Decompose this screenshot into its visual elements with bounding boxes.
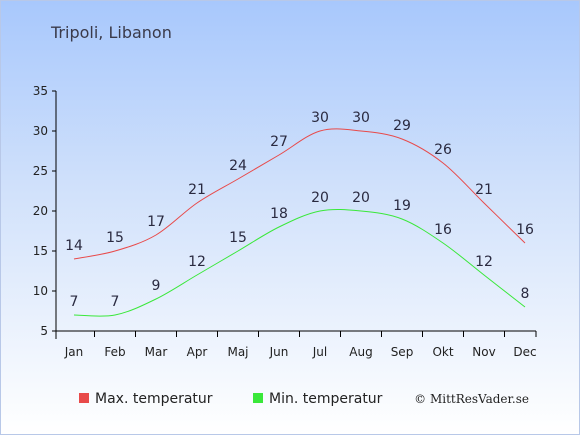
legend-swatch-max [79, 393, 89, 403]
x-tick-label: Nov [472, 345, 495, 359]
x-tick-label: Okt [432, 345, 453, 359]
chart-title: Tripoli, Libanon [50, 23, 172, 42]
data-label-max: 17 [147, 214, 165, 230]
y-tick-label: 10 [33, 284, 48, 298]
data-label-max: 21 [475, 182, 493, 198]
data-label-max: 16 [516, 222, 534, 238]
data-label-max: 15 [106, 230, 124, 246]
data-label-max: 30 [311, 110, 329, 126]
data-label-min: 7 [70, 294, 79, 310]
y-tick-label: 30 [33, 124, 48, 138]
x-tick-label: Aug [349, 345, 372, 359]
data-label-min: 7 [111, 294, 120, 310]
x-tick-label: Mar [145, 345, 168, 359]
legend-label-max: Max. temperatur [95, 391, 213, 407]
data-label-max: 21 [188, 182, 206, 198]
x-tick-label: Feb [104, 345, 125, 359]
data-label-max: 24 [229, 158, 247, 174]
data-label-max: 30 [352, 110, 370, 126]
chart-data-labels: 14 15 17 21 24 27 30 30 29 26 21 16 7 7 9 12 15 18 20 20 19 1… [65, 110, 534, 310]
y-tick-label: 15 [33, 244, 48, 258]
x-tick-label: Jan [64, 345, 84, 359]
y-tick-label: 35 [33, 84, 48, 98]
data-label-min: 20 [311, 190, 329, 206]
x-tick-label: Maj [227, 345, 248, 359]
data-label-min: 9 [152, 278, 161, 294]
x-tick-label: Jun [269, 345, 289, 359]
data-label-min: 12 [475, 254, 493, 270]
data-label-min: 18 [270, 206, 288, 222]
legend-swatch-min [253, 393, 263, 403]
data-label-max: 27 [270, 134, 288, 150]
series-line-min [73, 208, 526, 317]
y-tick-label: 25 [33, 164, 48, 178]
data-label-min: 16 [434, 222, 452, 238]
data-label-max: 26 [434, 142, 452, 158]
chart-axes: 5 10 15 20 25 30 35 Jan Feb Mar Apr Maj Jun Jul Aug Sep… [33, 84, 537, 359]
x-tick-label: Jul [312, 345, 327, 359]
chart-legend: Max. temperatur Min. temperatur [79, 391, 383, 407]
credit-text: © MittResVader.se [414, 392, 529, 406]
data-label-min: 8 [521, 286, 530, 302]
data-label-min: 19 [393, 198, 411, 214]
chart-series [73, 128, 526, 317]
legend-label-min: Min. temperatur [269, 391, 383, 407]
data-label-min: 12 [188, 254, 206, 270]
x-tick-label: Apr [187, 345, 208, 359]
x-tick-label: Sep [391, 345, 414, 359]
data-label-min: 15 [229, 230, 247, 246]
data-label-min: 20 [352, 190, 370, 206]
data-label-max: 29 [393, 118, 411, 134]
x-tick-label: Dec [513, 345, 536, 359]
y-tick-label: 5 [40, 324, 48, 338]
y-tick-label: 20 [33, 204, 48, 218]
data-label-max: 14 [65, 238, 83, 254]
series-line-max [73, 128, 526, 260]
